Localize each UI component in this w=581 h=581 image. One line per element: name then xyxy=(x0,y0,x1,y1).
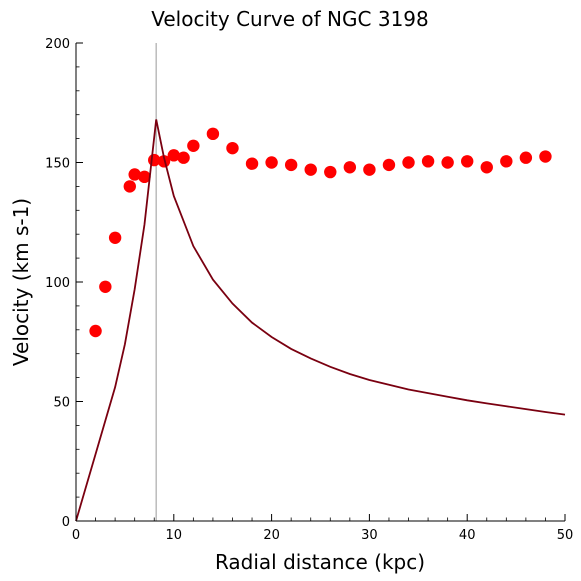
chart-title: Velocity Curve of NGC 3198 xyxy=(151,7,429,31)
data-point-16 xyxy=(304,163,317,176)
data-point-25 xyxy=(480,161,493,174)
model-curve-line xyxy=(75,119,566,522)
data-point-4 xyxy=(128,168,141,181)
x-tick-label: 40 xyxy=(459,528,476,543)
data-point-21 xyxy=(402,156,415,169)
y-tick-label: 150 xyxy=(45,157,70,172)
data-point-11 xyxy=(206,127,220,141)
x-tick-label: 30 xyxy=(361,528,378,543)
data-point-3 xyxy=(123,180,136,193)
data-point-5 xyxy=(138,170,151,184)
x-axis-label: Radial distance (kpc) xyxy=(215,550,425,574)
data-point-27 xyxy=(519,151,533,164)
y-tick-label: 0 xyxy=(62,515,70,530)
data-point-15 xyxy=(284,158,298,172)
data-point-12 xyxy=(226,141,239,155)
x-tick-label: 10 xyxy=(166,528,183,543)
data-point-28 xyxy=(539,150,552,163)
x-tick-label: 0 xyxy=(72,528,80,543)
y-tick-label: 50 xyxy=(53,396,70,411)
data-point-13 xyxy=(245,157,259,170)
data-point-26 xyxy=(500,155,513,168)
data-point-2 xyxy=(108,231,122,244)
x-tick-label: 20 xyxy=(263,528,280,543)
data-point-20 xyxy=(382,158,396,172)
y-tick-label: 200 xyxy=(45,37,70,52)
data-point-22 xyxy=(421,155,435,168)
data-point-1 xyxy=(99,280,112,293)
x-tick-label: 50 xyxy=(557,528,574,543)
data-point-17 xyxy=(324,165,337,179)
data-point-8 xyxy=(167,149,180,162)
data-point-19 xyxy=(363,163,376,176)
data-point-24 xyxy=(461,155,474,168)
axes: 0 10 20 30 40 50 0 50 100 150 200 xyxy=(45,37,573,543)
data-point-14 xyxy=(265,156,278,169)
y-tick-label: 100 xyxy=(45,276,70,291)
data-point-9 xyxy=(177,151,190,164)
data-point-10 xyxy=(187,139,200,152)
data-point-0 xyxy=(89,324,102,338)
data-point-18 xyxy=(343,161,357,174)
data-point-23 xyxy=(441,156,454,169)
plot-area xyxy=(75,43,566,522)
y-axis-label: Velocity (km s-1) xyxy=(9,198,33,366)
